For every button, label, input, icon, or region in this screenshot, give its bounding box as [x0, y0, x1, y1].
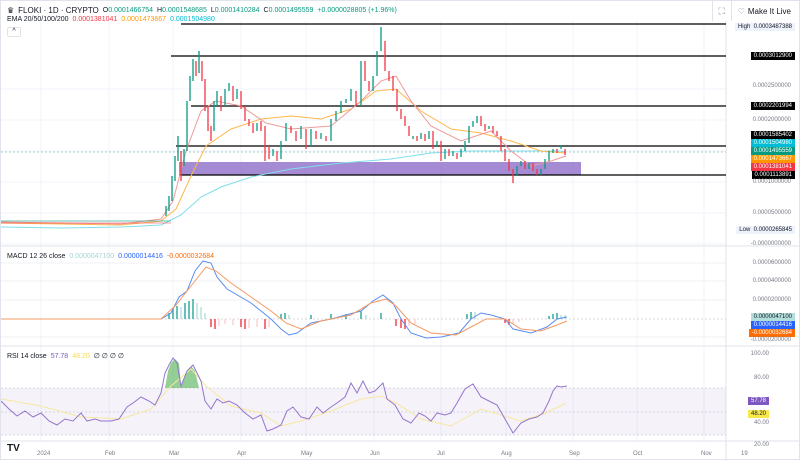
- floki-logo-icon: ♛: [7, 6, 15, 15]
- top-right-toolbar: ⛶ ♡ Make It Live: [711, 1, 799, 21]
- open-value: 0.0001466754: [108, 7, 154, 14]
- rsi-tick: 40.00: [753, 420, 769, 426]
- macd-hist-tag: 0.0000047100: [750, 313, 795, 321]
- time-label: 19: [741, 451, 748, 457]
- price-tick: 0.0002500000: [752, 83, 791, 89]
- high-label: H: [157, 7, 163, 14]
- collapse-legend-button[interactable]: ^: [7, 27, 21, 37]
- time-label: Feb: [105, 451, 116, 457]
- macd-value: 0.0000014416: [118, 253, 163, 260]
- macd-label: MACD 12 26 close: [7, 253, 66, 260]
- open-label: O: [102, 7, 109, 14]
- rsi-band: [1, 388, 726, 435]
- rsi-tag: 57.78: [747, 397, 769, 405]
- level-tag: 0.0002201994: [750, 102, 795, 110]
- macd-line-tag: 0.0000014416: [750, 321, 795, 329]
- fullscreen-icon[interactable]: ⛶: [711, 1, 732, 21]
- high-value: 0.0001548685: [162, 7, 207, 14]
- price-tick: 0.0000500000: [752, 210, 791, 216]
- symbol-legend: ♛ FLOKI · 1D · CRYPTO O0.0001466754 H0.0…: [7, 6, 397, 15]
- symbol-title[interactable]: FLOKI · 1D · CRYPTO: [18, 6, 99, 15]
- ema-legend[interactable]: EMA 20/50/100/200 0.0001381041 0.0001473…: [7, 16, 215, 23]
- rsi-extra: ∅ ∅ ∅ ∅: [93, 353, 124, 360]
- rsi-legend[interactable]: RSI 14 close 57.78 48.20 ∅ ∅ ∅ ∅: [7, 352, 124, 361]
- ema200-tag: 0.0001504980: [750, 139, 795, 147]
- time-label: Sep: [569, 451, 580, 457]
- ema50-value: 0.0001473667: [121, 16, 167, 23]
- price-tick: 0.0002000000: [752, 117, 791, 123]
- low-value: 0.0001410284: [214, 7, 260, 14]
- close-label: C: [263, 7, 269, 14]
- time-label: Aug: [501, 451, 512, 457]
- macd-tick: -0.0000200000: [750, 337, 791, 343]
- time-label: Apr: [237, 451, 247, 457]
- time-label: Jun: [370, 451, 380, 457]
- rsi-ma-tag: 48.20: [747, 410, 769, 418]
- change-value: +0.0000028805 (+1.96%): [317, 7, 397, 14]
- low-tag: Low 0.0000265845: [736, 226, 795, 234]
- time-label: 2024: [37, 451, 51, 457]
- rsi-tick: 20.00: [753, 442, 769, 448]
- macd-tick: 0.0000200000: [752, 297, 791, 303]
- price-tick: 0.0001000000: [752, 179, 791, 185]
- rsi-label: RSI 14 close: [7, 352, 47, 360]
- price-tick: -0.0000000000: [750, 241, 791, 247]
- macd-signal-tag: -0.0000032684: [748, 329, 795, 337]
- ema20-value: 0.0001381041: [72, 16, 118, 23]
- ema50-tag: 0.0001473667: [750, 155, 795, 163]
- macd-tick: 0.0000400000: [752, 278, 791, 284]
- close-value: 0.0001495559: [268, 7, 314, 14]
- make-it-live-label: Make It Live: [747, 6, 791, 16]
- candles: [1, 27, 566, 224]
- level-lines: [171, 23, 726, 176]
- time-label: Oct: [633, 451, 643, 457]
- time-label: Mar: [169, 451, 180, 457]
- macd-legend[interactable]: MACD 12 26 close 0.0000047100 0.00000144…: [7, 253, 214, 260]
- rsi-tick: 100.00: [750, 351, 769, 357]
- macd-hist-value: 0.0000047100: [69, 253, 115, 260]
- heart-pulse-icon: ♡: [737, 6, 745, 16]
- ema20-tag: 0.0001381041: [750, 163, 795, 171]
- ema-label: EMA 20/50/100/200: [7, 16, 69, 23]
- rsi-value: 57.78: [50, 352, 69, 360]
- time-label: Jul: [437, 451, 445, 457]
- time-label: Nov: [701, 451, 712, 457]
- rsi-ma-value: 48.20: [72, 352, 90, 360]
- macd-signal-value: -0.0000032684: [166, 253, 215, 260]
- rsi-tick: 80.00: [753, 375, 769, 381]
- ema100-value: 0.0001504980: [170, 16, 215, 23]
- high-tag: High 0.0003487388: [734, 23, 795, 31]
- level-tag: 0.0001113891: [751, 171, 795, 179]
- macd-tick: 0.0000600000: [752, 260, 791, 266]
- close-price-tag: 0.0001495559: [750, 147, 795, 155]
- macd-histogram: [168, 299, 566, 329]
- low-label: L: [210, 7, 215, 14]
- level-tag: 0.0001585402: [750, 131, 795, 139]
- make-it-live-button[interactable]: ♡ Make It Live: [732, 7, 799, 16]
- time-label: May: [301, 451, 313, 457]
- level-tag: 0.0003012900: [750, 52, 795, 60]
- tradingview-logo-icon[interactable]: TV: [7, 443, 20, 454]
